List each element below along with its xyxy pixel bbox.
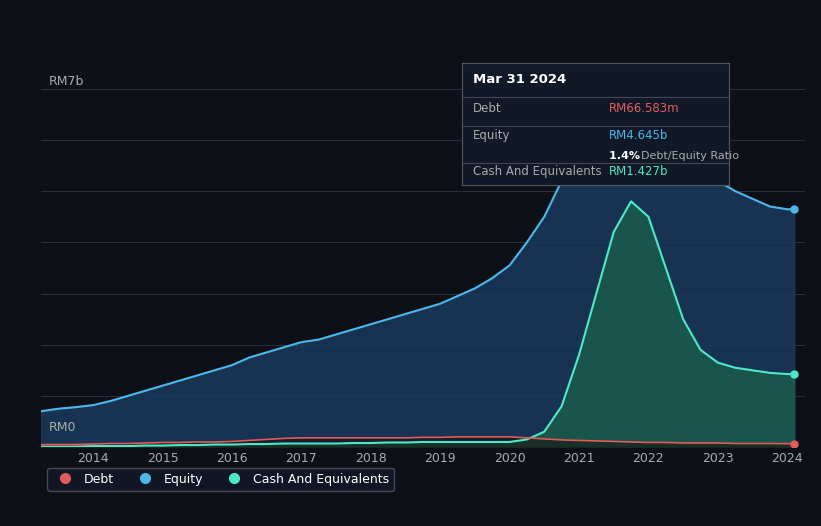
Text: RM1.427b: RM1.427b (609, 165, 668, 178)
Legend: Debt, Equity, Cash And Equivalents: Debt, Equity, Cash And Equivalents (48, 468, 394, 491)
Text: RM4.645b: RM4.645b (609, 129, 668, 141)
Text: Cash And Equivalents: Cash And Equivalents (473, 165, 602, 178)
Text: RM66.583m: RM66.583m (609, 102, 680, 115)
Text: 1.4%: 1.4% (609, 150, 644, 160)
Text: Mar 31 2024: Mar 31 2024 (473, 73, 566, 86)
Text: Debt: Debt (473, 102, 502, 115)
Text: RM7b: RM7b (48, 75, 84, 88)
Text: Debt/Equity Ratio: Debt/Equity Ratio (641, 150, 739, 160)
Text: RM0: RM0 (48, 421, 76, 433)
Text: Equity: Equity (473, 129, 511, 141)
